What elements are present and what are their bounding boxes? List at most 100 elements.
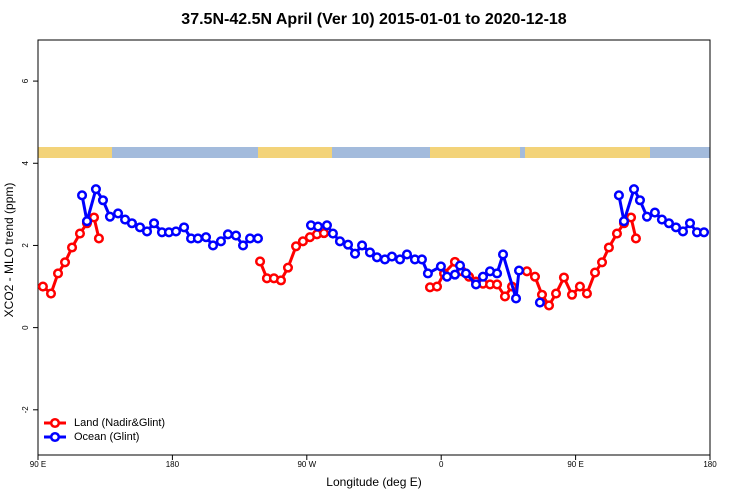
data-point — [574, 281, 585, 292]
data-point — [628, 184, 640, 195]
data-point — [282, 262, 294, 273]
data-point — [52, 268, 64, 279]
legend — [40, 412, 180, 448]
data-point — [93, 233, 104, 244]
y-tick-label: -2 — [21, 406, 30, 414]
x-axis-label: Longitude (deg E) — [326, 475, 421, 489]
data-point — [454, 260, 466, 271]
data-point — [684, 218, 696, 229]
data-point — [510, 293, 522, 304]
data-point — [492, 279, 503, 290]
data-point — [364, 247, 376, 258]
data-point — [371, 252, 383, 263]
data-point — [357, 240, 368, 251]
data-point — [641, 211, 653, 222]
data-point — [499, 291, 511, 302]
data-point — [449, 269, 460, 280]
data-point — [394, 254, 406, 265]
legend-label: Ocean (Glint) — [74, 431, 139, 443]
data-point — [492, 268, 503, 279]
data-point — [66, 242, 78, 253]
data-point — [178, 222, 190, 233]
data-point — [215, 236, 226, 247]
data-point — [90, 184, 101, 195]
data-point — [59, 257, 71, 268]
data-point — [170, 226, 182, 237]
data-point — [77, 190, 88, 201]
data-point — [566, 289, 578, 300]
data-point — [334, 236, 346, 247]
x-tick-label: 90 W — [297, 460, 316, 469]
data-point — [252, 233, 264, 244]
data-point — [670, 222, 682, 233]
x-tick-label: 0 — [439, 460, 444, 469]
data-point — [134, 222, 146, 233]
data-point — [148, 218, 160, 229]
data-point — [677, 226, 689, 237]
data-point — [416, 254, 427, 265]
data-point — [698, 227, 710, 238]
data-point — [45, 288, 57, 299]
data-point — [207, 240, 219, 251]
y-tick-label: 0 — [21, 325, 30, 330]
data-point — [558, 272, 570, 283]
data-point — [477, 271, 489, 282]
map-strip — [38, 147, 710, 158]
data-point — [112, 208, 124, 219]
data-point — [230, 230, 242, 241]
y-tick-label: 2 — [21, 243, 30, 248]
data-point — [255, 256, 266, 267]
data-point — [543, 300, 555, 311]
data-point — [431, 281, 443, 292]
data-point — [630, 233, 641, 244]
data-point — [550, 288, 562, 299]
x-tick-label: 90 E — [30, 460, 46, 469]
data-point — [649, 207, 660, 218]
data-point — [497, 249, 509, 260]
data-point — [126, 218, 137, 229]
data-point — [460, 268, 472, 279]
data-point — [275, 275, 287, 286]
data-point — [521, 266, 532, 277]
data-point — [81, 216, 93, 227]
data-point — [603, 242, 614, 253]
data-point — [192, 233, 203, 244]
data-point — [318, 228, 330, 239]
data-point — [613, 190, 624, 201]
data-point — [141, 226, 153, 237]
data-point — [245, 233, 256, 244]
data-point — [611, 228, 623, 239]
data-point — [401, 249, 413, 260]
data-point — [536, 289, 548, 300]
data-point — [290, 241, 302, 252]
data-point — [297, 236, 308, 247]
data-point — [534, 297, 545, 308]
data-point — [470, 279, 482, 290]
chart-title: 37.5N-42.5N April (Ver 10) 2015-01-01 to… — [181, 11, 567, 28]
x-tick-label: 180 — [166, 460, 180, 469]
y-tick-label: 4 — [21, 160, 30, 165]
data-point — [441, 271, 453, 282]
data-point — [327, 228, 338, 239]
data-point — [634, 195, 646, 206]
data-point — [435, 261, 446, 272]
data-point — [596, 257, 608, 268]
data-point — [237, 240, 249, 251]
data-point — [386, 251, 397, 262]
data-point — [200, 232, 212, 243]
data-point — [104, 211, 116, 222]
data-point — [422, 268, 433, 279]
series-line — [41, 214, 638, 309]
legend-label: Land (Nadir&Glint) — [74, 417, 165, 429]
x-tick-label: 180 — [703, 460, 717, 469]
plot-frame — [37, 39, 711, 456]
data-point — [312, 221, 324, 232]
data-point — [97, 195, 109, 206]
data-point — [37, 281, 48, 292]
legend-marker — [49, 431, 61, 443]
y-axis-label: XCO2 - MLO trend (ppm) — [2, 183, 16, 318]
y-tick-label: 6 — [21, 78, 30, 83]
data-point — [589, 267, 601, 278]
data-point — [618, 216, 630, 227]
data-point — [222, 229, 234, 240]
